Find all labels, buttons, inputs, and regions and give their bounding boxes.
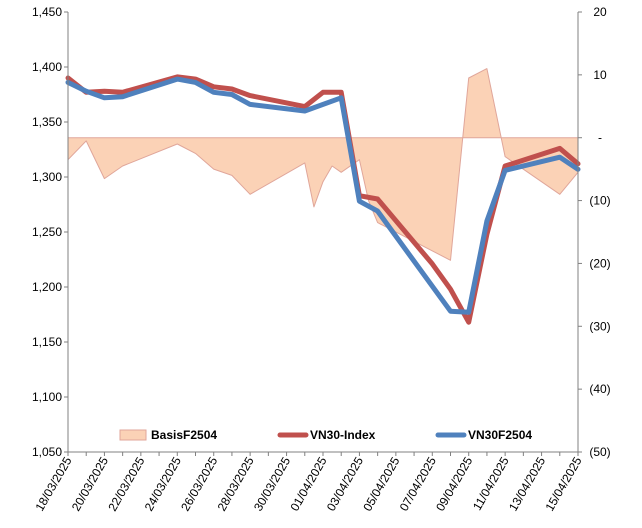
y-left-tick-label: 1,300: [32, 170, 62, 184]
y-right-tick-label: (30): [589, 319, 610, 333]
x-tick-label: 15/04/2025: [542, 454, 584, 513]
y-left-tick-label: 1,350: [32, 115, 62, 129]
x-tick-label: 03/04/2025: [324, 454, 366, 513]
x-tick-label: 28/03/2025: [215, 454, 257, 513]
series-vn30-index-line: [65, 74, 581, 325]
x-tick-label: 01/04/2025: [287, 454, 329, 513]
legend-swatch-basisf2504: [119, 429, 147, 441]
y-left-tick-label: 1,450: [32, 5, 62, 19]
x-tick-label: 18/03/2025: [32, 454, 74, 513]
y-left-tick-label: 1,400: [32, 60, 62, 74]
x-tick-label: 26/03/2025: [178, 454, 220, 513]
y-right-tick-label: (20): [589, 256, 610, 270]
y-left-tick-label: 1,050: [32, 445, 62, 459]
y-left-tick-label: 1,200: [32, 280, 62, 294]
x-tick-label: 30/03/2025: [251, 454, 293, 513]
legend-label-vn30-index: VN30-Index: [310, 428, 376, 442]
x-tick-label: 24/03/2025: [142, 454, 184, 513]
legend-label-basisf2504: BasisF2504: [151, 428, 217, 442]
x-tick-label: 09/04/2025: [433, 454, 475, 513]
x-tick-label: 11/04/2025: [470, 454, 512, 513]
y-left-tick-label: 1,150: [32, 335, 62, 349]
y-right-tick-label: (40): [589, 382, 610, 396]
y-right-tick-label: (50): [589, 445, 610, 459]
y-right-tick-label: (10): [589, 194, 610, 208]
y-right-tick-label: 10: [593, 68, 607, 82]
series-basisf2504-area: [67, 68, 579, 261]
x-tick-label: 20/03/2025: [69, 454, 111, 513]
x-tick-label: 05/04/2025: [360, 454, 402, 513]
y-left-tick-label: 1,100: [32, 390, 62, 404]
y-right-tick-label: -: [598, 131, 602, 145]
series-vn30f2504-line: [65, 76, 581, 315]
x-tick-label: 22/03/2025: [105, 454, 147, 513]
area-layer: [67, 68, 579, 261]
y-right-tick-label: 20: [593, 5, 607, 19]
x-tick-label: 07/04/2025: [397, 454, 439, 513]
y-left-tick-label: 1,250: [32, 225, 62, 239]
legend-label-vn30f2504: VN30F2504: [468, 428, 532, 442]
x-tick-label: 13/04/2025: [506, 454, 548, 513]
legend: BasisF2504 VN30-Index VN30F2504: [119, 428, 532, 442]
lines-layer: [65, 74, 581, 325]
